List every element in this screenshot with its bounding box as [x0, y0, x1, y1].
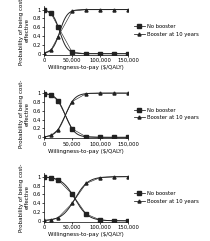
Booster at 10 years — [50, 48, 52, 51]
Booster at 10 years — [127, 92, 129, 94]
Y-axis label: Probability of being cost-
effective: Probability of being cost- effective — [19, 0, 30, 65]
No booster — [127, 52, 129, 55]
X-axis label: Willingness-to-pay ($/QALY): Willingness-to-pay ($/QALY) — [48, 232, 124, 237]
Booster at 10 years — [113, 175, 115, 178]
Booster at 10 years — [43, 52, 45, 54]
No booster — [85, 213, 87, 215]
No booster — [113, 136, 115, 139]
No booster — [71, 51, 73, 54]
Booster at 10 years — [85, 8, 87, 11]
No booster — [71, 127, 73, 130]
Booster at 10 years — [113, 92, 115, 94]
X-axis label: Willingness-to-pay ($/QALY): Willingness-to-pay ($/QALY) — [48, 65, 124, 70]
Booster at 10 years — [127, 175, 129, 178]
Booster at 10 years — [43, 219, 45, 222]
Booster at 10 years — [85, 92, 87, 95]
Y-axis label: Probability of being cost-
effective: Probability of being cost- effective — [19, 80, 30, 148]
No booster — [113, 219, 115, 222]
No booster — [43, 176, 45, 179]
No booster — [50, 176, 52, 179]
No booster — [57, 178, 59, 181]
Booster at 10 years — [57, 128, 59, 131]
Line: No booster: No booster — [43, 92, 130, 139]
No booster — [43, 9, 45, 12]
No booster — [85, 135, 87, 138]
No booster — [50, 94, 52, 97]
Legend: No booster, Booster at 10 years: No booster, Booster at 10 years — [134, 24, 199, 37]
No booster — [43, 92, 45, 95]
No booster — [99, 136, 101, 139]
No booster — [127, 136, 129, 139]
No booster — [57, 25, 59, 28]
Line: Booster at 10 years: Booster at 10 years — [43, 92, 130, 138]
Legend: No booster, Booster at 10 years: No booster, Booster at 10 years — [134, 191, 199, 204]
Booster at 10 years — [57, 35, 59, 38]
X-axis label: Willingness-to-pay ($/QALY): Willingness-to-pay ($/QALY) — [48, 149, 124, 154]
Line: No booster: No booster — [43, 9, 130, 55]
Line: No booster: No booster — [43, 175, 130, 222]
Booster at 10 years — [50, 134, 52, 137]
Booster at 10 years — [43, 135, 45, 138]
Y-axis label: Probability of being cost-
effective: Probability of being cost- effective — [19, 163, 30, 232]
Line: Booster at 10 years: Booster at 10 years — [43, 175, 130, 222]
No booster — [85, 52, 87, 55]
No booster — [50, 12, 52, 15]
Booster at 10 years — [71, 10, 73, 13]
Booster at 10 years — [99, 92, 101, 94]
Booster at 10 years — [113, 8, 115, 11]
Booster at 10 years — [85, 182, 87, 185]
No booster — [57, 99, 59, 102]
Booster at 10 years — [50, 218, 52, 221]
Booster at 10 years — [99, 176, 101, 179]
Booster at 10 years — [57, 216, 59, 219]
Booster at 10 years — [71, 100, 73, 103]
No booster — [113, 52, 115, 55]
No booster — [71, 193, 73, 196]
No booster — [99, 218, 101, 221]
Booster at 10 years — [99, 8, 101, 11]
Booster at 10 years — [71, 202, 73, 205]
Booster at 10 years — [127, 8, 129, 11]
No booster — [99, 52, 101, 55]
No booster — [127, 219, 129, 222]
Line: Booster at 10 years: Booster at 10 years — [43, 8, 130, 55]
Legend: No booster, Booster at 10 years: No booster, Booster at 10 years — [134, 107, 199, 120]
